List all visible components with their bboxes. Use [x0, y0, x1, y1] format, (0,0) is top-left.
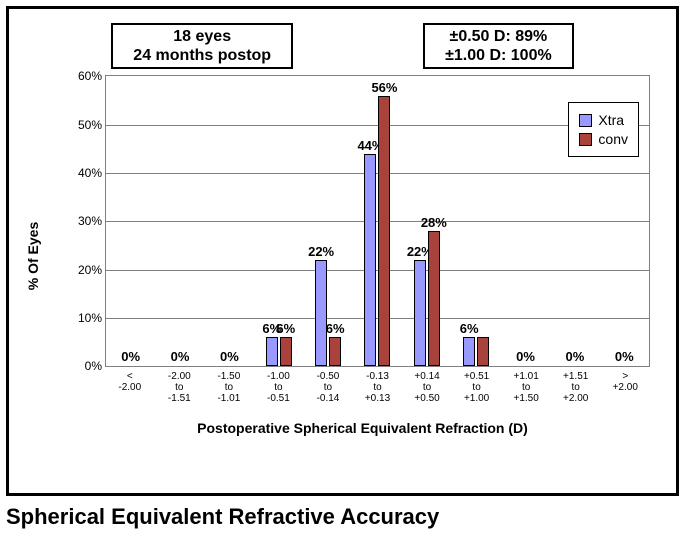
bar-label: 0% — [615, 349, 634, 364]
bar-xtra: 22% — [414, 260, 426, 366]
bar-label: 22% — [308, 244, 334, 259]
x-tick: -0.50 to -0.14 — [303, 371, 353, 404]
study-line1: 18 eyes — [133, 27, 271, 46]
legend-label-conv: conv — [598, 131, 628, 147]
accuracy-line2: ±1.00 D: 100% — [445, 46, 552, 65]
bar-label: 56% — [371, 80, 397, 95]
bar-label: 0% — [516, 349, 535, 364]
chart-wrap: % Of Eyes Xtra conv 0%0%0%6%6%22%6%44%56… — [75, 75, 650, 436]
bar-xtra: 6% — [463, 337, 475, 366]
legend-label-xtra: Xtra — [598, 112, 624, 128]
x-tick-row: < -2.00-2.00 to -1.51-1.50 to -1.01-1.00… — [105, 371, 650, 404]
category-group: 6%6% — [254, 76, 303, 366]
x-tick: +0.14 to +0.50 — [402, 371, 452, 404]
category-group: 22%28% — [402, 76, 451, 366]
x-tick: -0.13 to +0.13 — [353, 371, 403, 404]
plot-area: Xtra conv 0%0%0%6%6%22%6%44%56%22%28%6%0… — [105, 75, 650, 367]
legend-item-xtra: Xtra — [579, 112, 628, 128]
category-group: 6% — [452, 76, 501, 366]
x-tick: < -2.00 — [105, 371, 155, 404]
accuracy-line1: ±0.50 D: 89% — [445, 27, 552, 46]
bar-label: 0% — [220, 349, 239, 364]
x-tick: +1.51 to +2.00 — [551, 371, 601, 404]
bar-label: 28% — [421, 215, 447, 230]
y-tick: 50% — [66, 118, 102, 132]
bar-conv — [477, 337, 489, 366]
y-tick: 40% — [66, 166, 102, 180]
bar-label: 6% — [326, 321, 345, 336]
category-group: 22%6% — [303, 76, 352, 366]
legend: Xtra conv — [568, 102, 639, 157]
x-tick: +1.01 to +1.50 — [501, 371, 551, 404]
x-axis-label: Postoperative Spherical Equivalent Refra… — [75, 420, 650, 436]
bar-label: 0% — [566, 349, 585, 364]
y-tick: 20% — [66, 263, 102, 277]
category-group: 44%56% — [353, 76, 402, 366]
y-tick: 60% — [66, 69, 102, 83]
bar-xtra: 22% — [315, 260, 327, 366]
y-axis-label: % Of Eyes — [25, 222, 41, 290]
category-group: 0% — [106, 76, 155, 366]
y-tick: 10% — [66, 311, 102, 325]
study-line2: 24 months postop — [133, 46, 271, 65]
bar-label: 0% — [121, 349, 140, 364]
category-group: 0% — [205, 76, 254, 366]
chart-frame: 18 eyes 24 months postop ±0.50 D: 89% ±1… — [6, 6, 679, 496]
bar-conv: 56% — [378, 96, 390, 367]
header-boxes: 18 eyes 24 months postop ±0.50 D: 89% ±1… — [27, 23, 658, 69]
bar-conv: 6% — [329, 337, 341, 366]
category-group: 0% — [501, 76, 550, 366]
x-tick: -1.00 to -0.51 — [254, 371, 304, 404]
bar-xtra: 6% — [266, 337, 278, 366]
bar-conv: 6% — [280, 337, 292, 366]
swatch-xtra — [579, 114, 592, 127]
x-tick: +0.51 to +1.00 — [452, 371, 502, 404]
bar-label: 0% — [171, 349, 190, 364]
accuracy-info-box: ±0.50 D: 89% ±1.00 D: 100% — [423, 23, 574, 69]
legend-item-conv: conv — [579, 131, 628, 147]
y-tick: 30% — [66, 214, 102, 228]
x-tick: -1.50 to -1.01 — [204, 371, 254, 404]
x-tick: > +2.00 — [600, 371, 650, 404]
category-group: 0% — [155, 76, 204, 366]
bar-xtra: 44% — [364, 154, 376, 367]
swatch-conv — [579, 133, 592, 146]
bar-conv: 28% — [428, 231, 440, 366]
figure-caption: Spherical Equivalent Refractive Accuracy — [6, 504, 679, 530]
bar-label: 6% — [276, 321, 295, 336]
x-tick: -2.00 to -1.51 — [155, 371, 205, 404]
y-tick: 0% — [66, 359, 102, 373]
study-info-box: 18 eyes 24 months postop — [111, 23, 293, 69]
bar-label: 6% — [460, 321, 479, 336]
